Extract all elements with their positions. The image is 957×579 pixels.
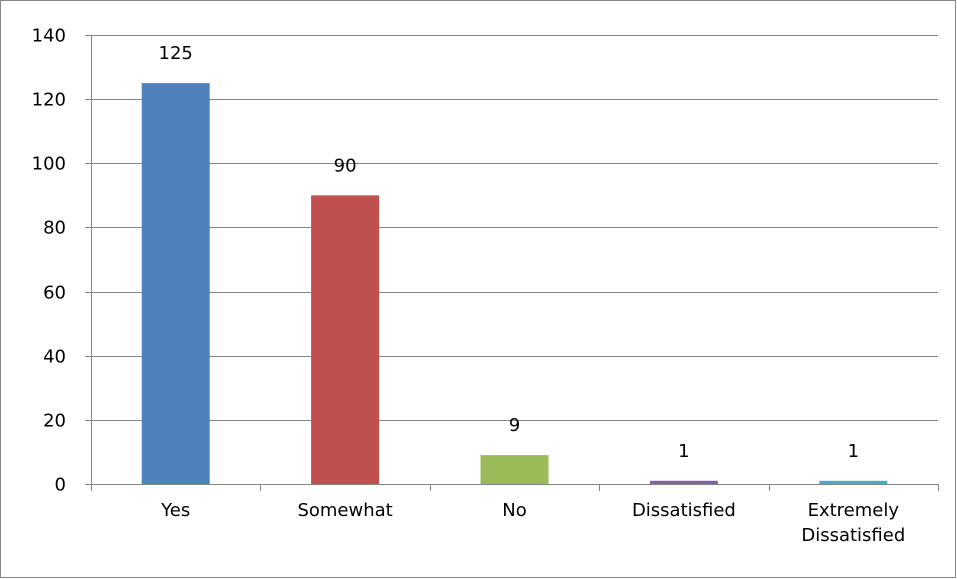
bar-no [480, 455, 549, 484]
data-label: 9 [509, 415, 520, 436]
bars [141, 83, 888, 484]
y-tick-label: 140 [32, 26, 66, 47]
gridlines [91, 35, 938, 421]
y-tick-label: 120 [32, 90, 66, 111]
x-category-label: Somewhat [297, 500, 392, 521]
x-category-label: Dissatisfied [632, 500, 736, 521]
y-tick-label: 40 [43, 347, 66, 368]
y-tick-label: 100 [32, 154, 66, 175]
labels: 125 Yes 90 Somewhat 9 No 1 Dissatisfied 1 Extreme… [159, 43, 906, 546]
data-label: 1 [848, 441, 859, 462]
y-tick-label: 60 [43, 283, 66, 304]
data-label: 90 [334, 155, 357, 176]
axes: 0 20 40 60 80 100 120 140 [32, 26, 939, 496]
x-category-label: Yes [160, 500, 190, 521]
y-tick-label: 20 [43, 411, 66, 432]
bar-somewhat [311, 195, 380, 484]
bar-yes [141, 83, 210, 484]
bar-extremely-dissatisfied [819, 480, 888, 484]
data-label: 125 [159, 43, 193, 64]
data-label: 1 [678, 441, 689, 462]
bar-dissatisfied [649, 480, 718, 484]
x-category-label: No [502, 500, 526, 521]
y-tick-label: 80 [43, 218, 66, 239]
y-tick-label: 0 [55, 475, 66, 496]
x-category-label: Extremely Dissatisfied [801, 500, 905, 546]
